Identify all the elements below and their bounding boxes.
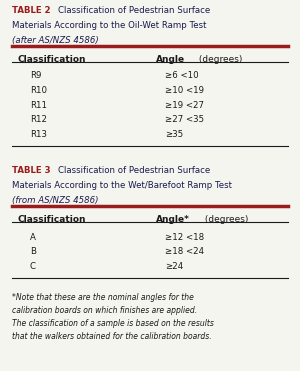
Text: R9: R9	[30, 72, 41, 81]
Text: ≥12 <18: ≥12 <18	[165, 233, 204, 242]
Text: Classification: Classification	[18, 55, 86, 63]
Text: R12: R12	[30, 115, 47, 124]
Text: (degrees): (degrees)	[196, 55, 243, 63]
Text: (degrees): (degrees)	[202, 215, 249, 224]
Text: R10: R10	[30, 86, 47, 95]
Text: Classification of Pedestrian Surface: Classification of Pedestrian Surface	[58, 166, 211, 175]
Text: that the walkers obtained for the calibration boards.: that the walkers obtained for the calibr…	[12, 332, 211, 341]
Text: R13: R13	[30, 130, 47, 139]
Text: ≥35: ≥35	[165, 130, 183, 139]
Text: ≥27 <35: ≥27 <35	[165, 115, 204, 124]
Text: calibration boards on which finishes are applied.: calibration boards on which finishes are…	[12, 306, 197, 315]
Text: (after AS/NZS 4586): (after AS/NZS 4586)	[12, 36, 99, 45]
Text: ≥18 <24: ≥18 <24	[165, 247, 204, 256]
Text: Angle*: Angle*	[156, 215, 190, 224]
Text: *Note that these are the nominal angles for the: *Note that these are the nominal angles …	[12, 293, 194, 302]
Text: TABLE 2: TABLE 2	[12, 6, 51, 14]
Text: R11: R11	[30, 101, 47, 110]
Text: ≥10 <19: ≥10 <19	[165, 86, 204, 95]
Text: ≥6 <10: ≥6 <10	[165, 72, 199, 81]
Text: Materials According to the Oil-Wet Ramp Test: Materials According to the Oil-Wet Ramp …	[12, 21, 209, 30]
Text: (from AS/NZS 4586): (from AS/NZS 4586)	[12, 196, 98, 205]
Text: Angle: Angle	[156, 55, 185, 63]
Text: ≥19 <27: ≥19 <27	[165, 101, 204, 110]
Text: Materials According to the Wet/Barefoot Ramp Test: Materials According to the Wet/Barefoot …	[12, 181, 232, 190]
Text: TABLE 3: TABLE 3	[12, 166, 51, 175]
Text: C: C	[30, 262, 36, 271]
Text: The classification of a sample is based on the results: The classification of a sample is based …	[12, 319, 214, 328]
Text: A: A	[30, 233, 36, 242]
Text: Classification of Pedestrian Surface: Classification of Pedestrian Surface	[58, 6, 211, 14]
Text: B: B	[30, 247, 36, 256]
Text: ≥24: ≥24	[165, 262, 183, 271]
Text: Classification: Classification	[18, 215, 86, 224]
